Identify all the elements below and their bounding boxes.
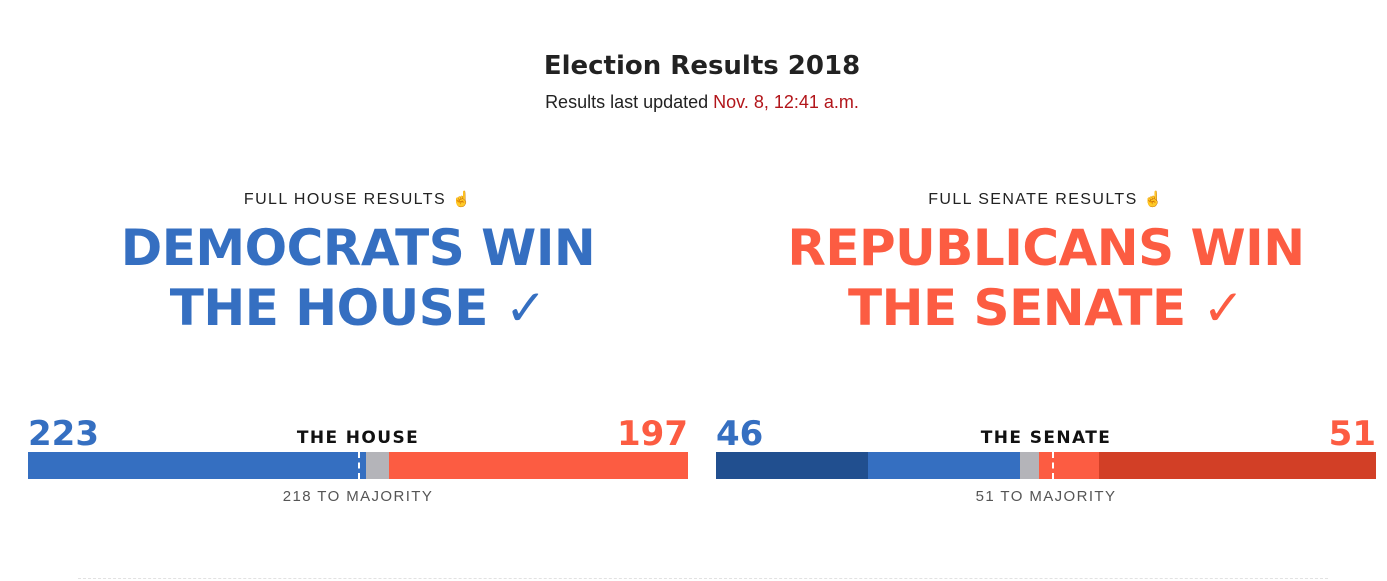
senate-bar-segment-rep [1039,452,1100,479]
house-headline: DEMOCRATS WIN THE HOUSE ✓ [0,218,716,338]
senate-headline-line2: THE SENATE ✓ [848,279,1244,337]
house-seat-bar: 223 THE HOUSE 197 218 TO MAJORITY [28,410,689,510]
senate-rep-count: 51 [1328,414,1376,454]
senate-section: FULL SENATE RESULTS ☝ REPUBLICANS WIN THE… [696,0,1387,581]
full-senate-results-link[interactable]: FULL SENATE RESULTS ☝ [696,190,1387,210]
house-headline-line2: THE HOUSE ✓ [169,279,547,337]
section-divider [78,578,1328,579]
pointing-hand-icon: ☝ [1143,191,1164,208]
senate-bar-segment-rep_dark [1098,452,1377,479]
senate-headline: REPUBLICANS WIN THE SENATE ✓ [696,218,1387,338]
house-dem-count: 223 [28,414,99,454]
full-house-results-label: FULL HOUSE RESULTS [243,191,447,208]
house-majority-line [357,452,360,479]
senate-bar-segment-undecided [1019,452,1040,479]
senate-bar-segment-dem [867,452,1021,479]
house-bar-label: THE HOUSE [296,428,420,448]
house-bar-track [28,452,689,479]
full-senate-results-label: FULL SENATE RESULTS [928,191,1138,208]
pointing-hand-icon: ☝ [452,191,473,208]
house-majority-label: 218 TO MAJORITY [282,488,434,505]
full-house-results-link[interactable]: FULL HOUSE RESULTS ☝ [0,190,716,210]
house-rep-count: 197 [617,414,688,454]
house-bar-segment-rep [389,452,689,479]
house-bar-segment-dem [28,452,367,479]
senate-majority-line [1051,452,1054,479]
house-bar-segment-undecided [366,452,390,479]
page-title: Election Results 2018 [543,51,861,81]
senate-dem-count: 46 [716,414,764,454]
senate-majority-label: 51 TO MAJORITY [975,488,1117,505]
senate-bar-segment-dem_dark [716,452,869,479]
last-updated: Results last updated Nov. 8, 12:41 a.m. [0,90,1387,114]
senate-seat-bar: 46 THE SENATE 51 51 TO MAJORITY [716,410,1377,510]
senate-bar-track [716,452,1377,479]
last-updated-prefix: Results last updated [545,92,714,112]
last-updated-time: Nov. 8, 12:41 a.m. [713,92,859,112]
senate-headline-line1: REPUBLICANS WIN [787,219,1305,277]
page-header: Election Results 2018 Results last updat… [0,48,1387,114]
house-section: FULL HOUSE RESULTS ☝ DEMOCRATS WIN THE HO… [0,190,716,510]
senate-bar-label: THE SENATE [980,428,1112,448]
house-headline-line1: DEMOCRATS WIN [120,219,596,277]
